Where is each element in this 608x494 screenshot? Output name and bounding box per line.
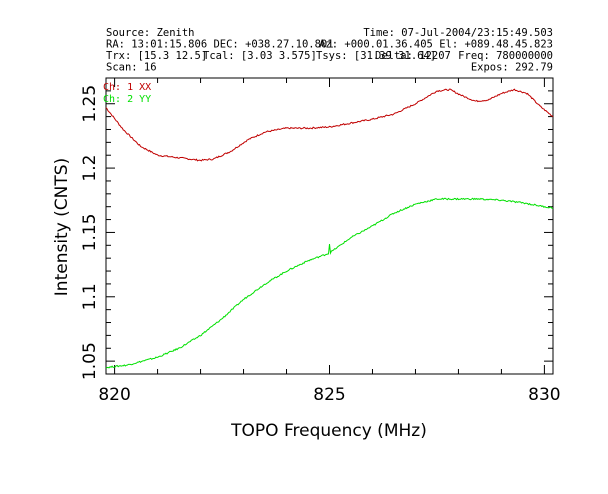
y-tick-label: 1.2 [80,155,100,182]
y-tick-label: 1.25 [80,85,100,123]
y-tick-label: 1.1 [80,283,100,310]
axis-ticks: 820 825 830 1.05 1.1 1.15 1.2 1.25 [80,77,561,405]
header-tsys: Tsys: [31.39 31.64] [316,50,436,62]
x-tick-label: 830 [528,385,560,405]
series-line-1 [105,88,554,162]
header-tcal: Tcal: [3.03 3.575] [203,50,317,62]
header-scan: Scan: 16 [106,62,157,74]
y-tick-label: 1.15 [80,214,100,252]
header-source: Source: Zenith [106,27,195,39]
x-tick-label: 820 [98,385,130,405]
plot-frame [105,77,554,375]
header-expos: Expos: 292.79 [471,62,553,74]
header-deltaf: Delta: 12207 [375,50,451,62]
y-tick-label: 1.05 [80,342,100,380]
header-time: Time: 07-Jul-2004/23:15:49.503 [363,27,553,39]
x-axis-label: TOPO Frequency (MHz) [230,421,427,441]
legend-entry-ch1: Ch: 1 XX [103,82,151,93]
header-az-el: Az: +000.01.36.405 El: +089.48.45.823 [319,39,553,51]
header-trx: Trx: [15.3 12.5] [106,50,207,62]
series-lines [105,88,554,369]
x-tick-label: 825 [313,385,345,405]
y-axis-label: Intensity (CNTS) [52,158,72,296]
header-freq: Freq: 780000000 [458,50,553,62]
legend-entry-ch2: Ch: 2 YY [103,94,151,105]
header-ra-dec: RA: 13:01:15.806 DEC: +038.27.10.801 [106,39,334,51]
series-line-2 [105,197,554,369]
